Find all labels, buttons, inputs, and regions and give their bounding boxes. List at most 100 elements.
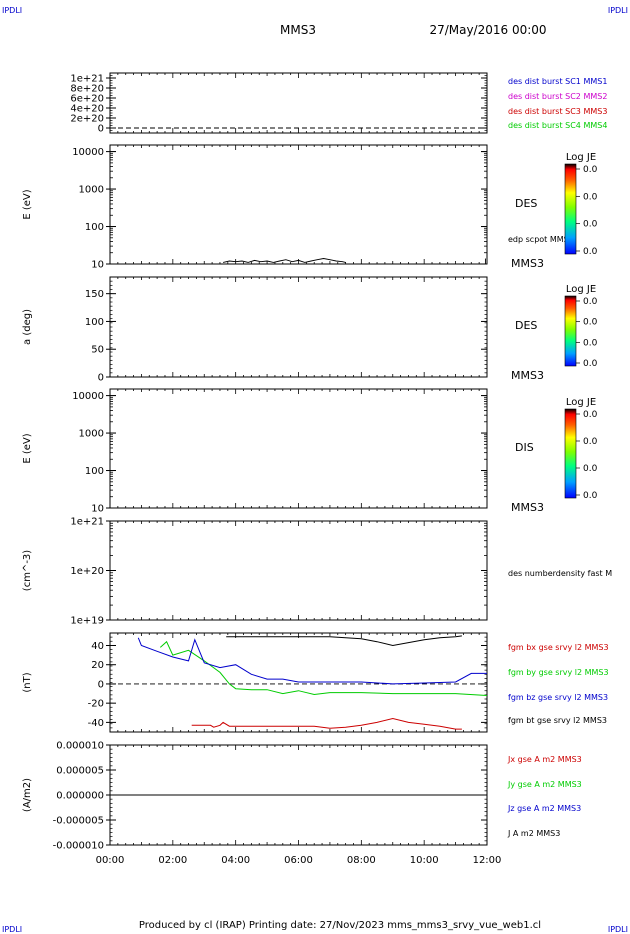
y-tick-label: 0.000010 <box>56 741 104 752</box>
x-tick-label: 06:00 <box>284 855 313 866</box>
y-tick-label: 8e+20 <box>70 84 104 95</box>
colorbar-label: 0.0 <box>583 220 598 230</box>
panel-density: 1e+19 1e+20 1e+21 (cm^-3) des numberdensity … <box>22 517 612 627</box>
y-axis-label: (nT) <box>22 672 33 692</box>
y-tick-label: -0.000010 <box>53 841 104 852</box>
y-tick-label: 4e+20 <box>70 104 104 115</box>
instrument-label: DES <box>515 319 537 332</box>
colorbar-label: 0.0 <box>583 165 598 175</box>
legend-entry: fgm bx gse srvy l2 MMS3 <box>508 643 609 652</box>
y-tick-label: -40 <box>88 718 104 729</box>
colorbar-label: 0.0 <box>583 192 598 202</box>
legend-entry: Jx gse A m2 MMS3 <box>507 755 582 764</box>
y-tick-label: 40 <box>91 641 104 652</box>
y-tick-label: 50 <box>91 345 104 356</box>
colorbar-label: 0.0 <box>583 491 598 501</box>
panel-des-energy: 10 100 1000 10000 E (eV) DES MMS3 edp scpot MMS… <box>22 144 598 271</box>
panel-dis-energy: 10 100 1000 10000 E (eV) DIS MMS3 Log JE 0.0 0.0 0… <box>22 388 598 515</box>
y-tick-label: 1e+19 <box>70 616 104 627</box>
colorbar <box>564 408 577 499</box>
colorbar-label: 0.0 <box>583 318 598 328</box>
colorbar-label: 0.0 <box>583 464 598 474</box>
colorbar <box>564 163 577 255</box>
x-tick-label: 04:00 <box>221 855 250 866</box>
x-tick-label: 10:00 <box>410 855 439 866</box>
series-line <box>159 640 487 696</box>
x-tick-label: 12:00 <box>473 855 502 866</box>
legend-entry: des dist burst SC4 MMS4 <box>508 121 607 130</box>
y-tick-label: -20 <box>88 699 104 710</box>
y-axis-label: E (eV) <box>22 433 33 463</box>
series-line <box>137 637 487 685</box>
series-scpot <box>223 258 346 263</box>
y-tick-label: 0.000005 <box>56 766 104 777</box>
panel-frame <box>109 72 488 134</box>
y-axis-label: (cm^-3) <box>22 550 33 591</box>
panel-frame <box>109 144 488 265</box>
y-axis-label: E (eV) <box>22 189 33 219</box>
corner-label-top-left: IPDLI <box>2 6 22 15</box>
spacecraft-label: MMS3 <box>511 501 544 514</box>
colorbar-label: 0.0 <box>583 247 598 257</box>
colorbar-label: 0.0 <box>583 410 598 420</box>
y-tick-label: 6e+20 <box>70 94 104 105</box>
legend-entry: fgm bt gse srvy l2 MMS3 <box>508 716 607 725</box>
y-tick-label: 10000 <box>72 391 104 402</box>
y-tick-label: 100 <box>85 466 104 477</box>
colorbar-title: Log JE <box>566 152 596 163</box>
colorbar-label: 0.0 <box>583 338 598 348</box>
y-tick-label: 1000 <box>79 429 104 440</box>
y-tick-label: 0 <box>98 124 104 135</box>
x-tick-label: 00:00 <box>96 855 125 866</box>
panel-fgm: -40 -20 0 20 40 (nT) fgm bx gse srvy l2 MMS3 fg… <box>22 632 609 733</box>
y-tick-label: 10 <box>91 260 104 271</box>
y-tick-label: 0 <box>98 373 104 384</box>
panel-frame <box>109 276 488 378</box>
panel-current: -0.000010 -0.000005 0.000000 0.000005 0.0000… <box>22 741 582 867</box>
y-tick-label: 10 <box>91 504 104 515</box>
panel-frame <box>109 388 488 509</box>
y-tick-label: 0.000000 <box>56 791 104 802</box>
series-line <box>191 717 462 730</box>
y-tick-label: 100 <box>85 222 104 233</box>
colorbar-title: Log JE <box>566 284 596 295</box>
series-line <box>226 635 462 647</box>
colorbar-label: 0.0 <box>583 359 598 369</box>
legend-entry: J A m2 MMS3 <box>507 829 560 838</box>
y-axis-label: (A/m2) <box>22 778 33 812</box>
legend-entry: fgm by gse srvy l2 MMS3 <box>508 668 609 677</box>
y-tick-label: 0 <box>98 679 104 690</box>
overlay-label: edp scpot MMS3 <box>508 235 574 244</box>
colorbar-title: Log JE <box>566 397 596 408</box>
colorbar-label: 0.0 <box>583 437 598 447</box>
y-tick-label: 150 <box>85 289 104 300</box>
x-tick-label: 08:00 <box>347 855 376 866</box>
legend-entry: Jy gse A m2 MMS3 <box>507 780 582 789</box>
y-tick-label: 100 <box>85 317 104 328</box>
spacecraft-title: MMS3 <box>280 23 316 37</box>
y-tick-label: 2e+20 <box>70 114 104 125</box>
panel-frame <box>109 520 488 621</box>
y-tick-label: 20 <box>91 660 104 671</box>
y-tick-label: 1e+20 <box>70 566 104 577</box>
legend-entry: des numberdensity fast M <box>508 569 612 578</box>
corner-label-top-right: IPDLI <box>608 6 628 15</box>
spacecraft-label: MMS3 <box>511 257 544 270</box>
corner-label-bottom-right: IPDLI <box>608 925 628 934</box>
colorbar-label: 0.0 <box>583 297 598 307</box>
instrument-label: DIS <box>515 441 534 454</box>
legend-entry: Jz gse A m2 MMS3 <box>507 804 581 813</box>
y-tick-label: 1e+21 <box>70 517 104 528</box>
y-tick-label: 10000 <box>72 147 104 158</box>
y-axis-label: a (deg) <box>22 309 33 345</box>
y-tick-label: 1000 <box>79 185 104 196</box>
colorbar <box>564 295 577 367</box>
y-tick-label: 1e+21 <box>70 74 104 85</box>
instrument-label: DES <box>515 197 537 210</box>
legend-entry: des dist burst SC3 MMS3 <box>508 107 607 116</box>
date-title: 27/May/2016 00:00 <box>429 23 546 37</box>
y-tick-label: -0.000005 <box>53 816 104 827</box>
legend-entry: fgm bz gse srvy l2 MMS3 <box>508 693 608 702</box>
